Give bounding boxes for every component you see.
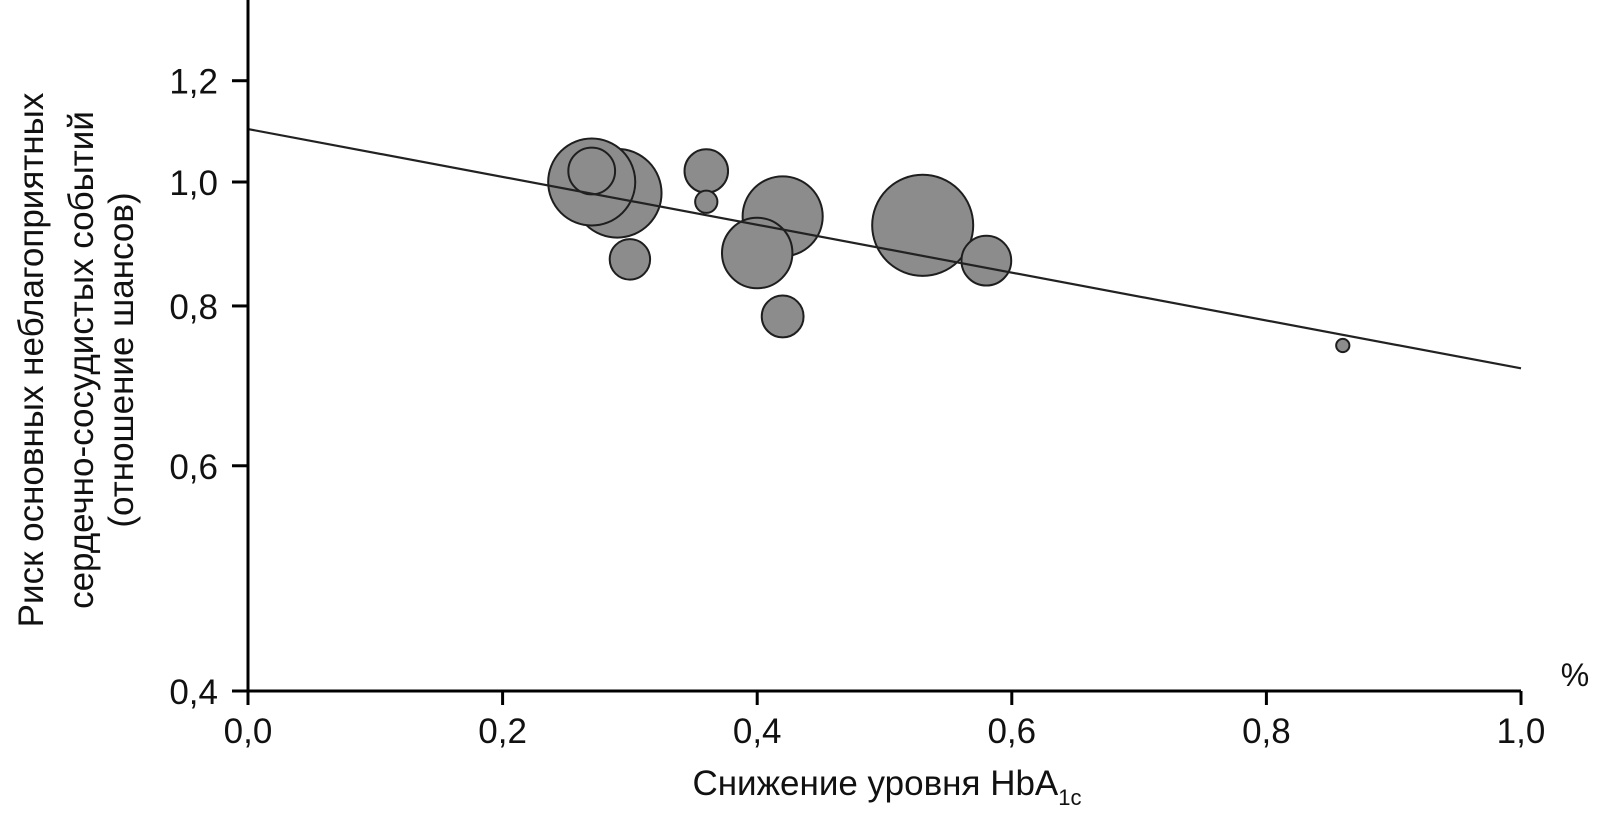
bubble-point [760,294,805,339]
tick-layer: 0,0 0,2 0,4 0,6 0,8 1,0 0,4 0,6 0,8 1,0 1,2 [169,63,1545,751]
x-unit-label: % [1561,657,1589,693]
bubble-point [683,148,730,194]
bubble-point [694,189,719,214]
x-tick-label: 0,6 [987,712,1036,751]
y-tick-label: 0,8 [169,288,218,327]
y-axis-title: Риск основных неблагоприятных сердечно-с… [12,92,141,627]
y-tick-label: 1,2 [169,63,218,102]
y-tick-label: 0,4 [169,673,218,712]
x-tick-label: 0,8 [1242,712,1291,751]
x-tick-label: 0,2 [478,712,527,751]
bubble-point [608,238,652,281]
y-tick-label: 0,6 [169,448,218,487]
bubble-point [1335,337,1351,354]
bubble-point [567,146,617,196]
y-axis-title-line-3: (отношение шансов) [102,192,141,527]
y-axis-title-line-1: Риск основных неблагоприятных [12,92,51,627]
x-axis-title-main: Снижение уровня HbA [692,764,1058,803]
x-tick-label: 0,4 [733,712,782,751]
x-tick-label: 1,0 [1497,712,1546,751]
bubble-point [960,234,1013,287]
x-tick-label: 0,0 [224,712,273,751]
bubble-point [871,173,975,277]
x-axis-title: Снижение уровня HbA1c [692,764,1081,810]
x-axis-title-subscript: 1c [1058,785,1081,810]
bubble-layer [547,137,1351,354]
y-tick-label: 1,0 [169,164,218,203]
bubble-point [720,216,794,290]
regression-line [247,127,1522,370]
y-axis-title-line-2: сердечно-сосудистых событий [62,111,101,609]
